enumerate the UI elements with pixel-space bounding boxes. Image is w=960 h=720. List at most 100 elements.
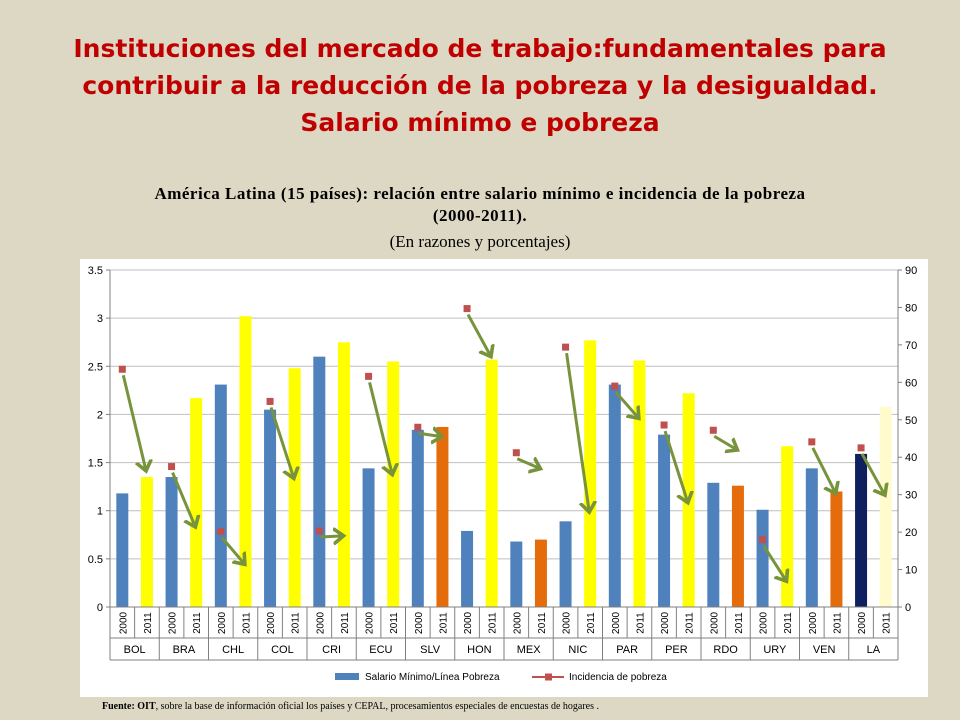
bar — [116, 493, 129, 607]
year-tick-label: 2000 — [611, 611, 622, 634]
legend-swatch-bars — [335, 673, 359, 680]
year-tick-label: 2000 — [217, 611, 228, 634]
bar — [855, 453, 868, 607]
bar — [682, 393, 695, 607]
bar — [805, 468, 818, 607]
poverty-point — [857, 444, 865, 452]
trend-arrow — [713, 434, 737, 449]
country-tick-label: VEN — [813, 644, 836, 656]
bar — [140, 477, 153, 607]
y-right-tick-label: 40 — [905, 452, 917, 464]
bar — [362, 468, 375, 607]
country-tick-label: BRA — [173, 644, 196, 656]
bar — [559, 521, 572, 607]
bar — [485, 359, 498, 607]
country-tick-label: CRI — [322, 644, 341, 656]
y-left-tick-label: 0 — [97, 602, 103, 614]
year-tick-label: 2011 — [488, 612, 499, 634]
y-right-tick-label: 20 — [905, 527, 917, 539]
trend-arrow — [663, 430, 688, 502]
bar — [411, 429, 424, 607]
bar — [510, 541, 523, 607]
y-left-tick-label: 3.5 — [88, 265, 103, 277]
country-tick-label: PER — [665, 644, 688, 656]
year-tick-label: 2000 — [709, 611, 720, 634]
year-tick-label: 2000 — [414, 611, 425, 634]
country-tick-label: COL — [271, 644, 294, 656]
poverty-point — [266, 397, 274, 405]
y-right-tick-label: 90 — [905, 265, 917, 277]
trend-arrow — [418, 433, 442, 436]
year-tick-label: 2000 — [808, 611, 819, 634]
year-tick-label: 2011 — [635, 612, 646, 634]
poverty-point — [365, 372, 373, 380]
year-tick-label: 2000 — [315, 611, 326, 634]
bar — [387, 361, 400, 607]
year-tick-label: 2000 — [463, 611, 474, 634]
y-right-tick-label: 80 — [905, 302, 917, 314]
poverty-point — [562, 343, 570, 351]
bar — [830, 491, 843, 607]
poverty-point — [611, 382, 619, 390]
country-tick-label: NIC — [568, 644, 587, 656]
bar — [534, 539, 547, 607]
bar — [288, 368, 301, 607]
country-tick-label: RDO — [713, 644, 738, 656]
trend-arrow — [811, 447, 836, 493]
bar — [461, 530, 474, 607]
source-label: Fuente: OIT — [102, 701, 156, 712]
y-left-tick-label: 3 — [97, 313, 103, 325]
bar — [731, 485, 744, 607]
poverty-point — [759, 536, 767, 544]
country-tick-label: LA — [867, 644, 881, 656]
legend-marker-poverty — [545, 673, 552, 681]
year-tick-label: 2000 — [168, 611, 179, 634]
page-title: Instituciones del mercado de trabajo:fun… — [20, 30, 940, 141]
y-left-tick-label: 2 — [97, 409, 103, 421]
country-tick-label: CHL — [222, 644, 244, 656]
poverty-point — [463, 305, 471, 313]
subtitle-line: (2000-2011). — [432, 206, 528, 225]
source-text: , sobre la base de información oficial l… — [155, 701, 599, 712]
country-tick-label: BOL — [124, 644, 146, 656]
y-right-tick-label: 30 — [905, 490, 917, 502]
year-tick-label: 2000 — [857, 611, 868, 634]
trend-arrow — [860, 453, 885, 495]
year-tick-label: 2011 — [143, 612, 154, 634]
year-tick-label: 2011 — [685, 612, 696, 634]
bar — [633, 360, 646, 607]
y-left-tick-label: 2.5 — [88, 361, 103, 373]
year-tick-label: 2011 — [537, 612, 548, 634]
bar — [165, 477, 178, 607]
bar — [436, 426, 449, 607]
trend-arrow — [220, 536, 245, 564]
poverty-point — [808, 438, 816, 446]
year-tick-label: 2000 — [118, 611, 129, 634]
poverty-point — [709, 426, 717, 434]
year-tick-label: 2000 — [365, 611, 376, 634]
trend-arrow — [565, 352, 590, 511]
poverty-point — [414, 423, 422, 431]
country-tick-label: SLV — [420, 644, 441, 656]
bar — [214, 384, 227, 607]
year-tick-label: 2011 — [291, 612, 302, 634]
trend-arrow — [171, 472, 196, 527]
bar — [658, 434, 671, 607]
y-left-tick-label: 1 — [97, 506, 103, 518]
year-tick-label: 2011 — [389, 612, 400, 634]
year-tick-label: 2011 — [241, 612, 252, 634]
poverty-point — [168, 463, 176, 471]
year-tick-label: 2011 — [832, 612, 843, 634]
chart-subtitle: América Latina (15 países): relación ent… — [40, 183, 920, 227]
poverty-point — [660, 421, 668, 429]
bar — [313, 356, 326, 607]
trend-arrow — [516, 459, 540, 469]
country-tick-label: ECU — [369, 644, 392, 656]
bar — [584, 340, 597, 607]
y-right-tick-label: 0 — [905, 602, 911, 614]
poverty-point — [118, 365, 126, 373]
poverty-point — [315, 527, 323, 535]
year-tick-label: 2011 — [882, 612, 893, 634]
year-tick-label: 2011 — [340, 612, 351, 634]
year-tick-label: 2011 — [783, 612, 794, 634]
